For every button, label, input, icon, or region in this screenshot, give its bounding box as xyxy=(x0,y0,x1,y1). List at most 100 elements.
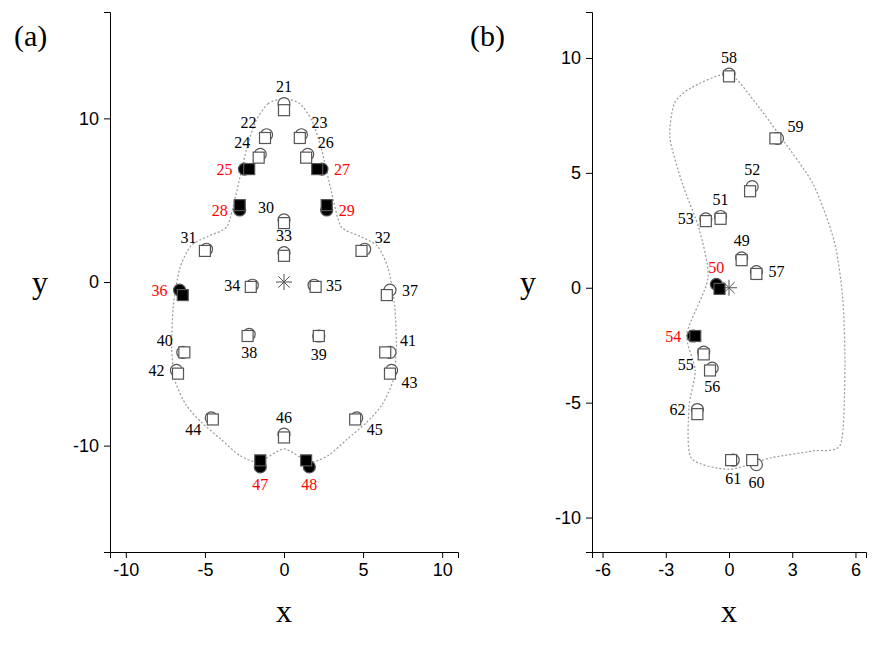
x-tick: 3 xyxy=(788,552,798,580)
landmark-label: 54 xyxy=(665,328,681,345)
landmark-square xyxy=(350,414,361,425)
y-axis-title: y xyxy=(520,264,536,300)
y-tick: 10 xyxy=(561,48,592,68)
landmark-square xyxy=(736,255,747,266)
x-tick-label: 6 xyxy=(851,560,861,580)
landmark-square xyxy=(380,347,391,358)
x-tick-label: 10 xyxy=(433,560,453,580)
landmark-label: 26 xyxy=(318,134,334,151)
landmark-square xyxy=(253,152,264,163)
landmark-label: 39 xyxy=(311,346,327,363)
landmark-square xyxy=(698,349,709,360)
landmark-label: 22 xyxy=(241,114,257,131)
x-tick-label: 3 xyxy=(788,560,798,580)
landmark-square xyxy=(173,368,184,379)
landmark-label: 37 xyxy=(402,282,418,299)
landmark-label: 36 xyxy=(152,282,168,299)
landmark-label: 58 xyxy=(721,49,737,66)
x-tick-label: 5 xyxy=(359,560,369,580)
x-tick-mark xyxy=(205,552,206,558)
landmark-square xyxy=(260,133,271,144)
y-axis-line xyxy=(586,13,593,553)
landmark-label: 51 xyxy=(713,191,729,208)
landmark-label: 47 xyxy=(252,476,268,493)
x-tick: 10 xyxy=(433,552,453,580)
landmark-square xyxy=(255,455,266,466)
landmark-label: 50 xyxy=(708,259,724,276)
landmark-square xyxy=(279,250,290,261)
x-tick: 0 xyxy=(279,552,289,580)
landmark-label: 43 xyxy=(402,374,418,391)
point-labels: 2122232425262728293031323334353637383940… xyxy=(148,78,418,493)
landmark-label: 35 xyxy=(326,277,342,294)
x-tick-label: -3 xyxy=(658,560,674,580)
landmark-square xyxy=(177,290,188,301)
x-tick-mark xyxy=(729,552,730,558)
y-tick-label: -10 xyxy=(73,436,99,456)
centroid xyxy=(276,274,292,290)
plot-area xyxy=(170,98,397,473)
landmark-square xyxy=(313,331,324,342)
y-tick: 0 xyxy=(571,278,592,298)
landmark-square xyxy=(179,347,190,358)
x-tick-mark xyxy=(126,552,127,558)
outline xyxy=(172,99,397,462)
landmark-square xyxy=(724,71,735,82)
y-tick: 5 xyxy=(571,163,592,183)
y-tick-mark xyxy=(586,403,592,404)
landmark-square xyxy=(207,414,218,425)
landmark-square xyxy=(700,216,711,227)
landmark-label: 41 xyxy=(400,332,416,349)
y-tick-label: -5 xyxy=(565,393,581,413)
y-tick-label: -10 xyxy=(555,508,581,528)
x-tick: -10 xyxy=(113,552,139,580)
landmark-label: 28 xyxy=(212,202,228,219)
landmark-square xyxy=(244,164,255,175)
landmark-square xyxy=(242,331,253,342)
y-tick-label: 10 xyxy=(561,48,581,68)
landmark-square xyxy=(726,455,737,466)
y-axis: -10010 xyxy=(73,13,111,553)
y-tick-mark xyxy=(104,282,110,283)
landmark-label: 21 xyxy=(276,78,292,95)
landmark-square xyxy=(321,200,332,211)
y-tick-mark xyxy=(586,173,592,174)
x-tick-mark xyxy=(855,552,856,558)
landmark-square xyxy=(301,455,312,466)
panel: -10-50510-10010xy(a)21222324252627282930… xyxy=(14,13,459,630)
landmark-square xyxy=(770,133,781,144)
y-tick: -5 xyxy=(565,393,592,413)
x-tick-label: -6 xyxy=(595,560,611,580)
landmark-label: 38 xyxy=(241,344,257,361)
y-axis-line xyxy=(104,13,111,553)
landmark-label: 57 xyxy=(768,263,784,280)
landmark-label: 33 xyxy=(276,227,292,244)
landmark-label: 59 xyxy=(787,118,803,135)
landmark-square xyxy=(384,368,395,379)
x-tick-mark xyxy=(363,552,364,558)
x-tick: -6 xyxy=(595,552,611,580)
plot-area xyxy=(670,68,845,471)
x-tick: 5 xyxy=(359,552,369,580)
x-axis: -6-3036 xyxy=(593,552,867,580)
figure: -10-50510-10010xy(a)21222324252627282930… xyxy=(0,0,878,646)
y-tick-mark xyxy=(586,288,592,289)
landmark-square xyxy=(279,105,290,116)
panel-letter: (a) xyxy=(14,19,47,53)
landmark-label: 42 xyxy=(148,362,164,379)
x-tick-mark xyxy=(666,552,667,558)
x-tick: 6 xyxy=(851,552,861,580)
landmark-square xyxy=(690,331,701,342)
landmark-label: 25 xyxy=(216,161,232,178)
y-tick: 10 xyxy=(79,109,110,129)
outline xyxy=(670,74,845,469)
landmark-label: 55 xyxy=(678,356,694,373)
x-tick: -5 xyxy=(197,552,213,580)
landmark-label: 32 xyxy=(375,229,391,246)
y-tick-mark xyxy=(104,118,110,119)
landmark-circle xyxy=(313,330,325,342)
x-axis-title: x xyxy=(721,593,737,629)
landmark-square xyxy=(705,365,716,376)
landmark-square xyxy=(301,152,312,163)
landmark-label: 61 xyxy=(725,470,741,487)
